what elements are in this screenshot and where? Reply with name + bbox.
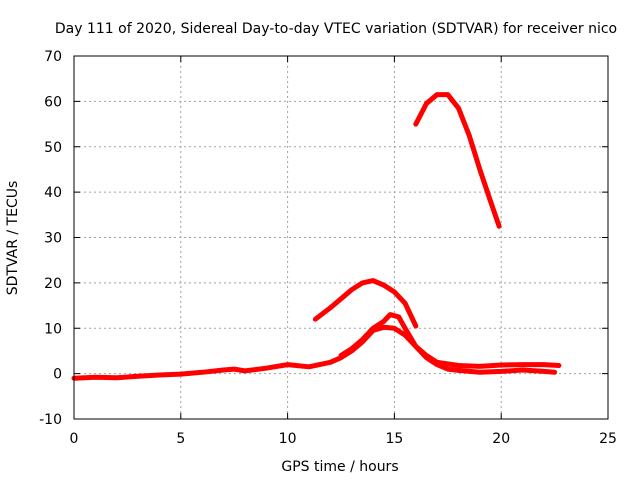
axis-ticks: 0 5 10 15 20 25 -10 0 10 20 30 40 50 60 70 [39, 49, 617, 447]
x-tick-label: 0 [70, 431, 79, 447]
series-line-arc-2 [312, 278, 419, 329]
x-axis-label: GPS time / hours [281, 459, 398, 475]
x-tick-label: 20 [492, 431, 510, 447]
grid [74, 56, 608, 419]
y-tick-label: 10 [44, 321, 62, 337]
y-axis-label: SDTVAR / TECUs [5, 181, 21, 296]
y-tick-label: 40 [44, 185, 62, 201]
y-tick-label: 50 [44, 140, 62, 156]
y-tick-label: 20 [44, 276, 62, 292]
series-line-arc-4 [413, 92, 502, 229]
y-tick-label: 0 [53, 367, 62, 383]
y-tick-label: 30 [44, 231, 62, 247]
series-line-arc-3 [338, 312, 558, 375]
x-tick-label: 15 [385, 431, 403, 447]
x-tick-label: 10 [279, 431, 297, 447]
x-tick-label: 25 [599, 431, 617, 447]
y-tick-label: -10 [39, 412, 62, 428]
series-group [71, 92, 562, 381]
x-tick-label: 5 [176, 431, 185, 447]
chart-title: Day 111 of 2020, Sidereal Day-to-day VTE… [55, 21, 617, 37]
y-tick-label: 70 [44, 49, 62, 65]
y-tick-label: 60 [44, 94, 62, 110]
